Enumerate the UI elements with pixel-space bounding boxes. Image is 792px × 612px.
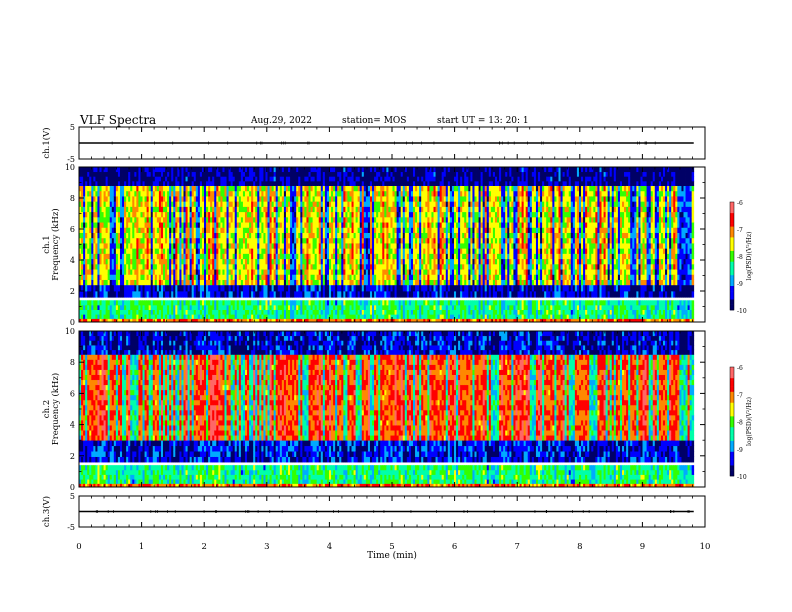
vlf-spectra-figure: ch.1(V) 5-5-6-7-8-9-10log(PSD)(V²/Hz)ch.1…	[0, 0, 792, 612]
y-tick-label: 5	[70, 123, 75, 132]
y-axis-label: ch.1(V)	[41, 127, 52, 158]
panel-ch1-waveform: ch.1(V) 5-5	[41, 123, 705, 164]
spectrogram-cells	[79, 167, 694, 322]
